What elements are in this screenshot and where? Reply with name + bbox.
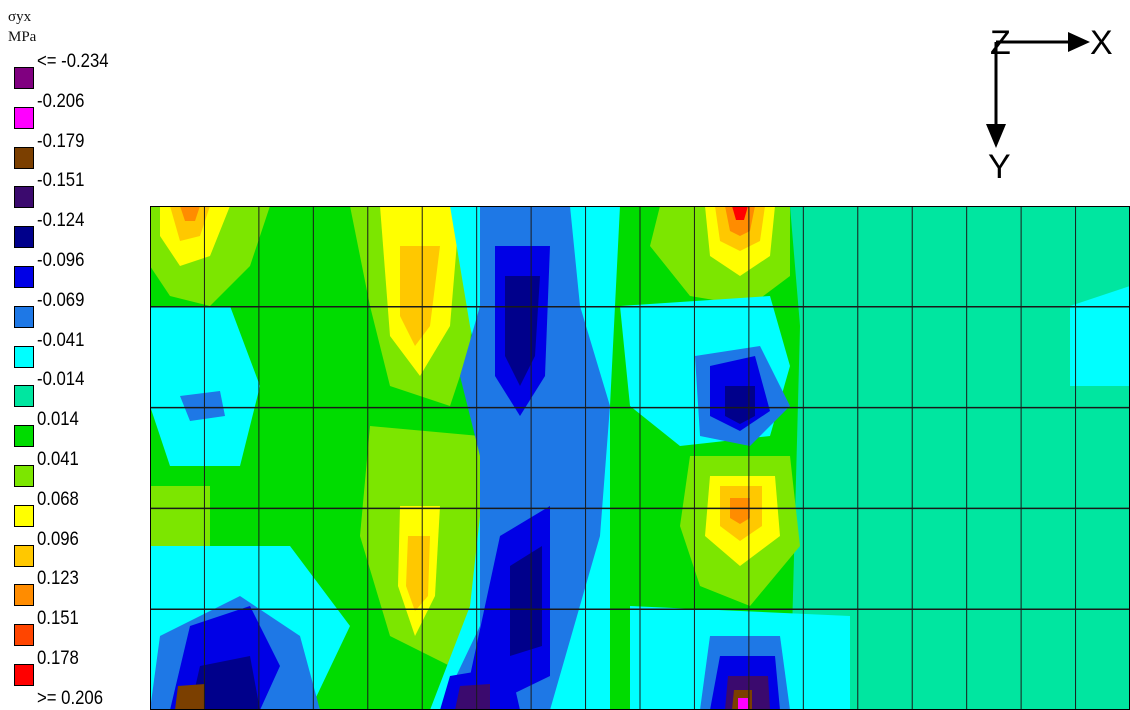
axis-triad: Z X Y [986, 24, 1113, 185]
legend-swatch [14, 425, 34, 448]
y-arrowhead [986, 124, 1006, 148]
contour-region [406, 536, 430, 611]
legend-label: -0.014 [37, 369, 85, 391]
legend-swatch [14, 226, 34, 249]
legend-label: 0.123 [37, 568, 79, 590]
legend-swatch [14, 504, 34, 527]
x-arrowhead [1068, 32, 1090, 52]
legend-label: 0.178 [37, 648, 79, 669]
legend-swatch [14, 305, 34, 328]
x-axis-label: X [1090, 24, 1113, 62]
legend-swatch [14, 345, 34, 368]
legend-label: >= 0.206 [37, 687, 104, 709]
legend-label: 0.041 [37, 449, 79, 470]
contour-plot [150, 206, 1130, 710]
contour-region [180, 391, 225, 421]
legend-label: -0.179 [37, 130, 85, 152]
legend-label: 0.068 [37, 488, 79, 510]
legend-label: <= -0.234 [37, 51, 109, 72]
contour-region [440, 206, 610, 710]
contour-region [150, 306, 260, 466]
contour-region [725, 386, 755, 424]
legend-label: -0.096 [37, 250, 85, 271]
legend-swatch [14, 146, 34, 169]
legend-title: σyx [8, 9, 32, 25]
legend-swatch [14, 584, 34, 607]
contour-region [455, 684, 490, 710]
contour-region [170, 206, 210, 241]
contour-region [510, 546, 542, 656]
contour-region [180, 206, 200, 221]
legend-label: -0.206 [37, 90, 85, 112]
legend-label: 0.096 [37, 528, 79, 550]
contour-region [725, 206, 755, 236]
legend-label: 0.014 [37, 409, 79, 431]
legend-swatch [14, 266, 34, 288]
contour-region [175, 684, 205, 710]
contour-region [1070, 286, 1130, 386]
legend-unit: MPa [8, 29, 37, 45]
legend-label: -0.151 [37, 170, 85, 192]
legend-swatch [14, 106, 34, 129]
legend-label: -0.124 [37, 210, 85, 232]
contour-region [730, 498, 750, 524]
contour-region [190, 656, 260, 710]
legend-label: 0.151 [37, 608, 79, 630]
y-axis-label: Y [988, 148, 1011, 185]
contour-region [400, 246, 440, 346]
z-axis-label: Z [990, 24, 1011, 62]
contour-region [732, 206, 748, 220]
legend-label: -0.041 [37, 329, 85, 351]
mesh-grid [150, 206, 1130, 710]
legend-swatch [14, 465, 34, 487]
legend-swatch [14, 664, 34, 686]
legend-swatch [14, 544, 34, 567]
legend-swatch [14, 624, 34, 647]
legend-label: -0.069 [37, 289, 85, 311]
legend-swatch [14, 67, 34, 89]
contour-region [738, 698, 748, 710]
legend-swatch [14, 385, 34, 408]
legend-swatch [14, 186, 34, 209]
